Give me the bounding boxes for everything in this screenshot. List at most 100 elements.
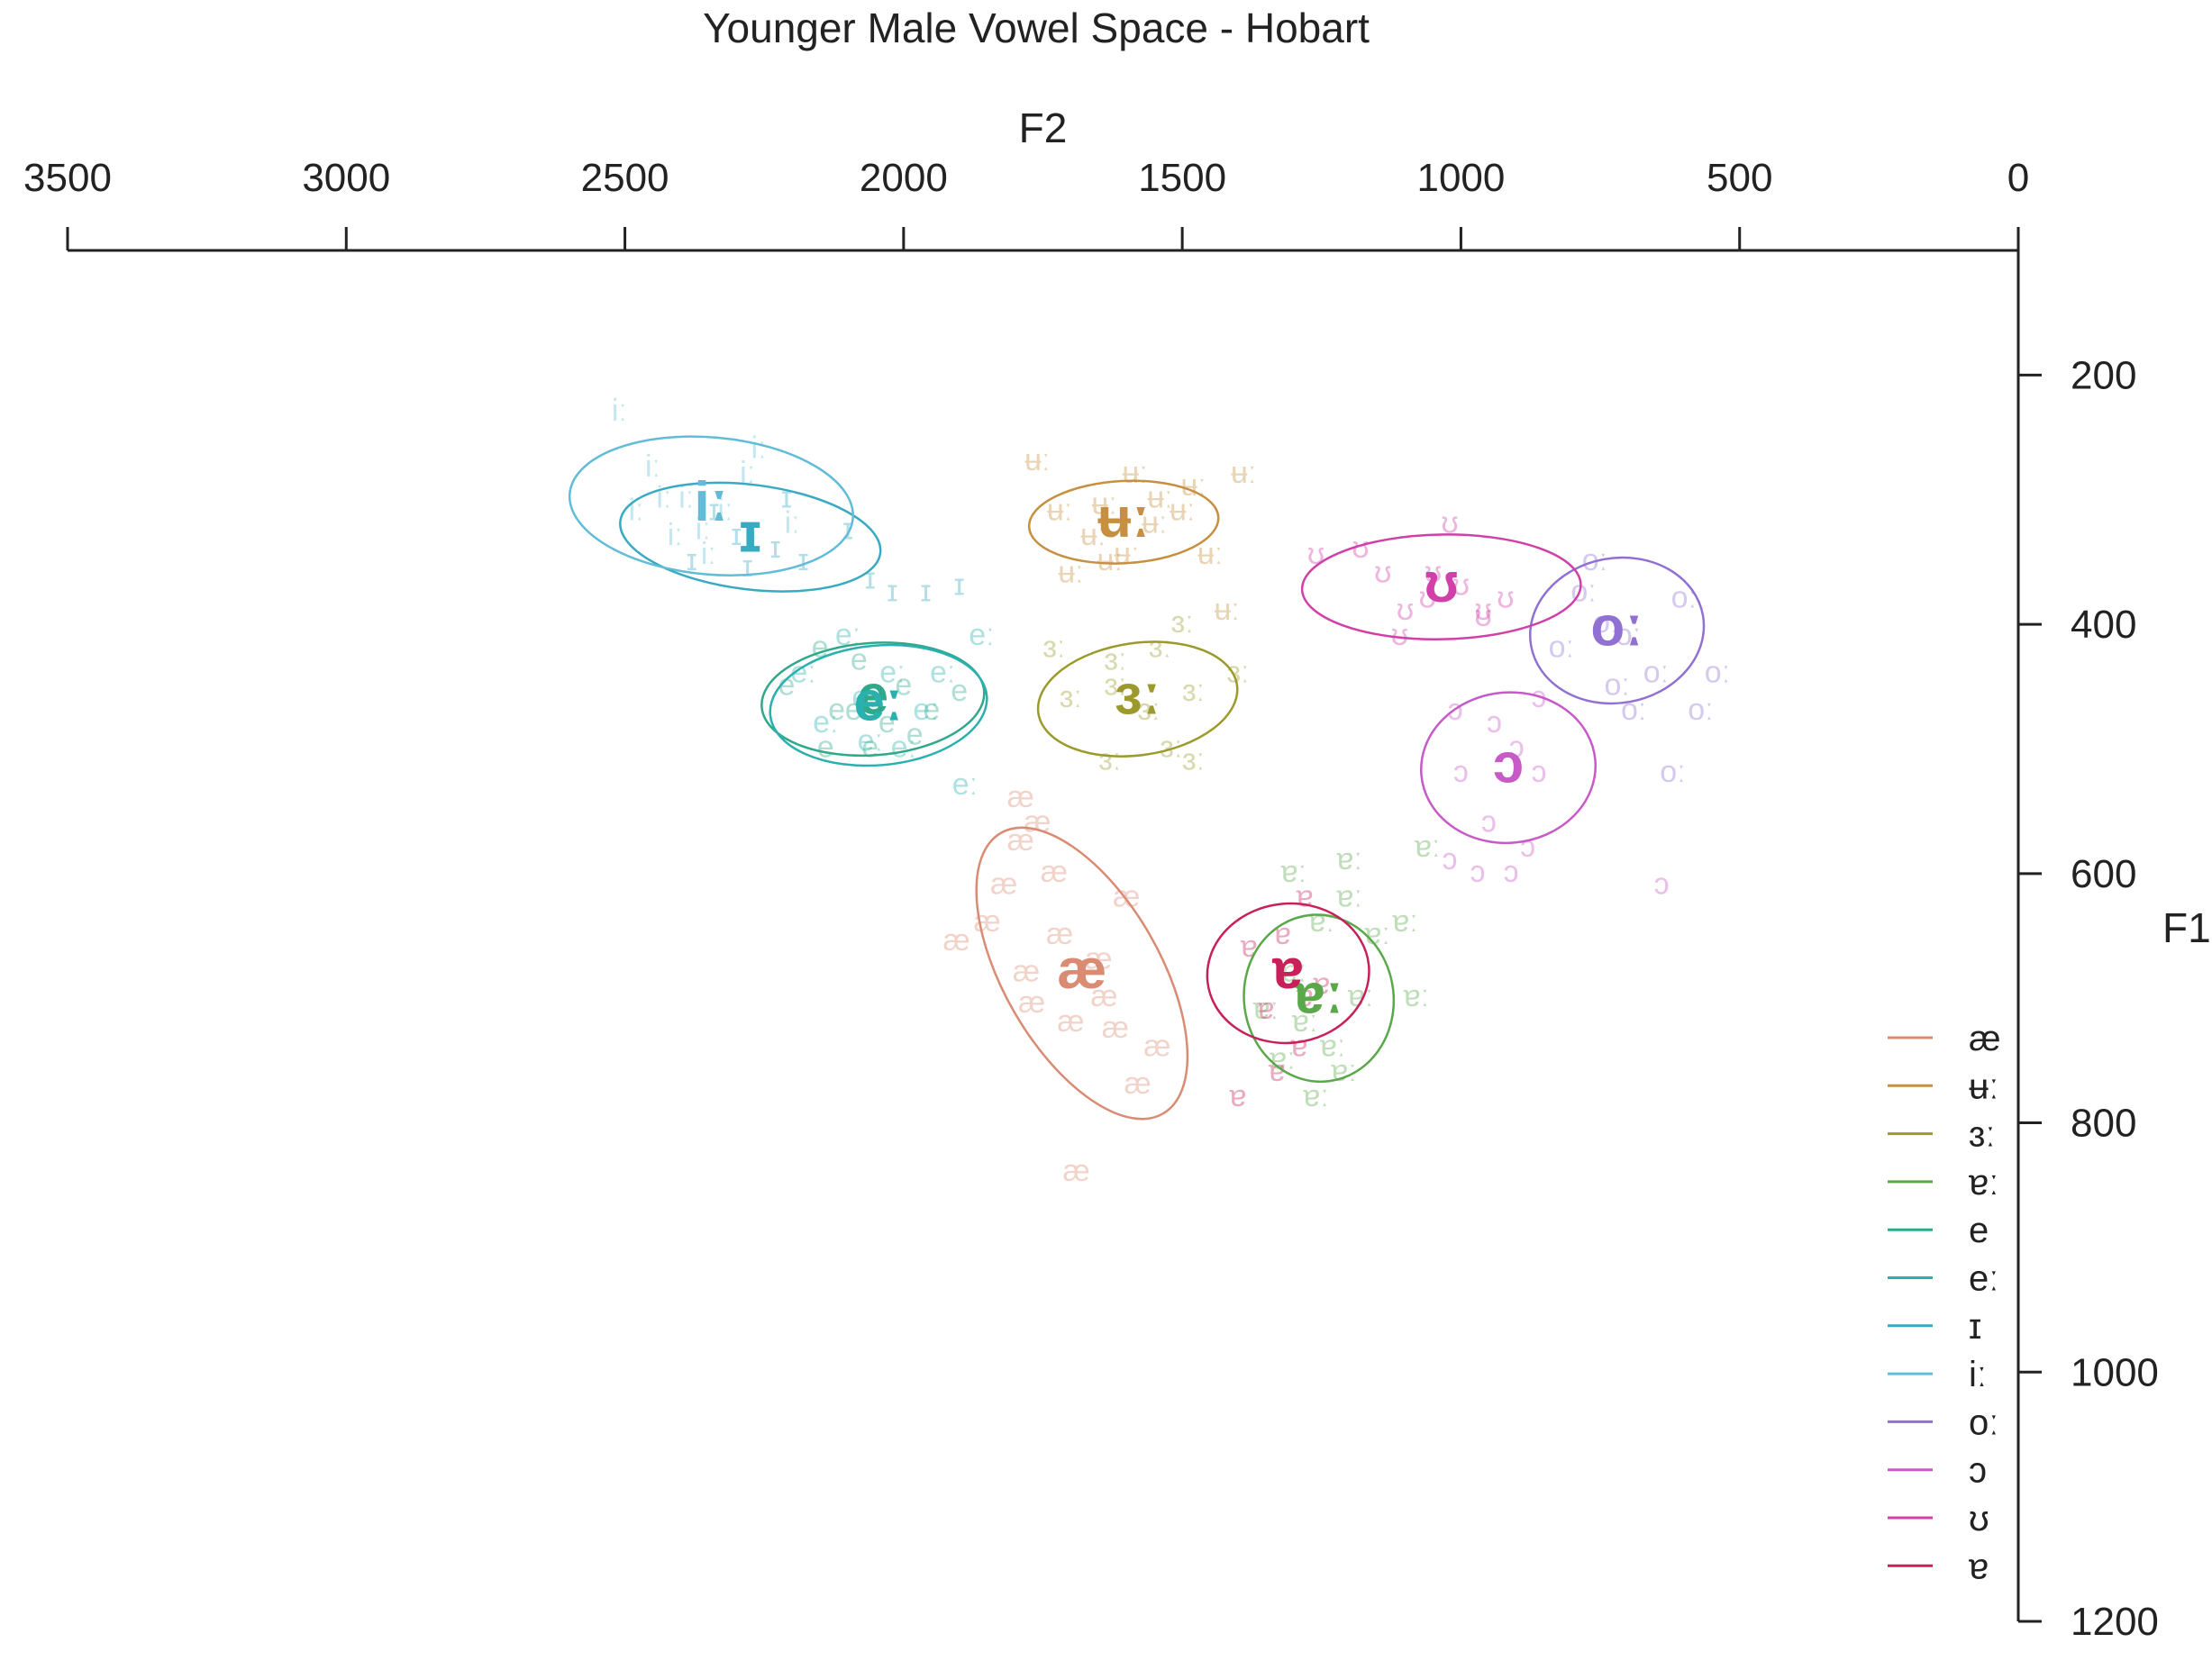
data-point: ɐː <box>1404 979 1429 1013</box>
data-point: iː <box>701 537 716 571</box>
data-point: ɜː <box>1226 655 1249 689</box>
legend-entry: æ <box>1969 1019 2001 1058</box>
data-point: e <box>851 643 868 677</box>
data-point: ɪ <box>687 543 697 577</box>
x-tick-label: 2000 <box>860 156 948 200</box>
data-point: eː <box>858 724 883 758</box>
confidence-ellipse <box>760 641 986 758</box>
data-point: ʊ <box>1497 580 1514 614</box>
data-point: ɪ <box>865 562 876 596</box>
data-point: ɔ <box>1654 867 1670 902</box>
data-point: æ <box>1143 1030 1170 1064</box>
data-point: ʊ <box>1475 599 1492 633</box>
confidence-ellipse <box>769 643 988 767</box>
data-point: ɪ <box>770 531 781 565</box>
data-point: ʉː <box>1097 543 1123 577</box>
data-point: ɜː <box>1182 674 1205 708</box>
centroid-label: eː <box>853 670 903 732</box>
data-point: ɐː <box>1292 1004 1317 1039</box>
legend-entry: iː <box>1969 1355 1987 1394</box>
x-tick-label: 1500 <box>1138 156 1226 200</box>
x-tick-label: 3000 <box>302 156 390 200</box>
centroid-label: ɪ <box>739 503 761 565</box>
confidence-ellipse <box>1206 902 1370 1045</box>
data-point: ʊ <box>1374 556 1391 590</box>
data-point: eː <box>891 730 916 764</box>
data-point: ɔ <box>1443 842 1458 876</box>
data-point: iː <box>645 449 660 484</box>
data-point: oː <box>1549 631 1574 665</box>
y-tick-label: 1000 <box>2071 1350 2159 1394</box>
confidence-ellipse <box>1528 556 1706 705</box>
data-point: ʊ <box>1452 568 1470 603</box>
data-point: eː <box>851 680 877 714</box>
data-point: ɪ <box>797 543 808 577</box>
chart-title: Younger Male Vowel Space - Hobart <box>703 5 1370 51</box>
data-point: ɐː <box>1309 904 1334 939</box>
legend-entry: ɔ <box>1969 1451 1987 1491</box>
data-point: oː <box>1671 580 1697 614</box>
data-point: ɐː <box>1331 1054 1356 1088</box>
data-point: ɐ <box>1313 967 1330 1001</box>
centroid-label: e <box>858 664 888 726</box>
data-point: ʉː <box>1114 537 1139 571</box>
data-point: ɜː <box>1171 605 1194 640</box>
legend: æ ʉː ɜː ɐː e eː ɪ iː oː ɔʊɐ <box>1888 1019 2001 1586</box>
confidence-ellipse <box>1243 913 1396 1084</box>
legend-entry: ʉː <box>1969 1066 1998 1106</box>
data-point: æ <box>1013 954 1040 988</box>
data-point: ɐ <box>1297 979 1314 1013</box>
data-point: ʊ <box>1397 593 1414 627</box>
data-point: iː <box>628 494 643 528</box>
data-point: ɔ <box>1487 705 1502 740</box>
data-point: ɐ <box>1297 879 1314 913</box>
data-point: e <box>828 693 845 727</box>
data-point: eː <box>969 618 994 652</box>
data-point: ɜː <box>1098 742 1121 776</box>
data-point: ʊ <box>1419 580 1436 614</box>
data-point: ʉː <box>1214 593 1239 627</box>
data-point: æ <box>1007 780 1034 814</box>
data-point: e <box>923 693 940 727</box>
y-tick-label: 1200 <box>2071 1600 2159 1644</box>
data-point: ʊ <box>1441 505 1458 540</box>
x-tick-label: 500 <box>1707 156 1772 200</box>
data-point: ʊ <box>1352 531 1369 565</box>
data-point: ɔ <box>1481 804 1497 839</box>
data-point: iː <box>751 431 767 465</box>
data-point: ʊ <box>1391 618 1408 652</box>
data-point: ɜː <box>1138 693 1161 727</box>
data-point: ɜː <box>1104 667 1126 702</box>
data-point: ɜː <box>1042 631 1065 665</box>
data-point: æ <box>943 923 970 958</box>
x-tick-label: 1000 <box>1416 156 1505 200</box>
centroid-label: ɔ <box>1493 733 1524 795</box>
data-point: e <box>817 730 834 764</box>
data-point: ɪ <box>708 494 719 528</box>
data-point: eː <box>913 693 938 727</box>
data-point: æ <box>1090 979 1117 1013</box>
data-point: æ <box>1046 917 1073 951</box>
data-point: eː <box>930 655 955 689</box>
data-point: ʉː <box>1170 494 1195 528</box>
data-point: ʉː <box>1024 443 1050 477</box>
data-point: oː <box>1643 655 1669 689</box>
centroid-label: oː <box>1590 595 1643 658</box>
data-point: ɔ <box>1470 855 1485 889</box>
data-point: ʉː <box>1231 456 1256 490</box>
confidence-ellipse <box>619 481 882 593</box>
legend-entry: ʊ <box>1969 1499 1989 1538</box>
data-point: æ <box>1085 942 1112 976</box>
data-point: ɪ <box>921 574 932 608</box>
data-point: iː <box>612 394 627 428</box>
centroid-label: æ <box>1057 939 1106 1001</box>
data-point: ɪ <box>954 568 965 603</box>
legend-entry: ɐ <box>1969 1547 1989 1586</box>
data-point: e <box>845 693 862 727</box>
legend-entry: ɐː <box>1969 1163 1998 1203</box>
data-point: ɐː <box>1348 979 1373 1013</box>
data-point: ɜː <box>1182 742 1205 776</box>
data-point: ɪ <box>842 512 853 546</box>
